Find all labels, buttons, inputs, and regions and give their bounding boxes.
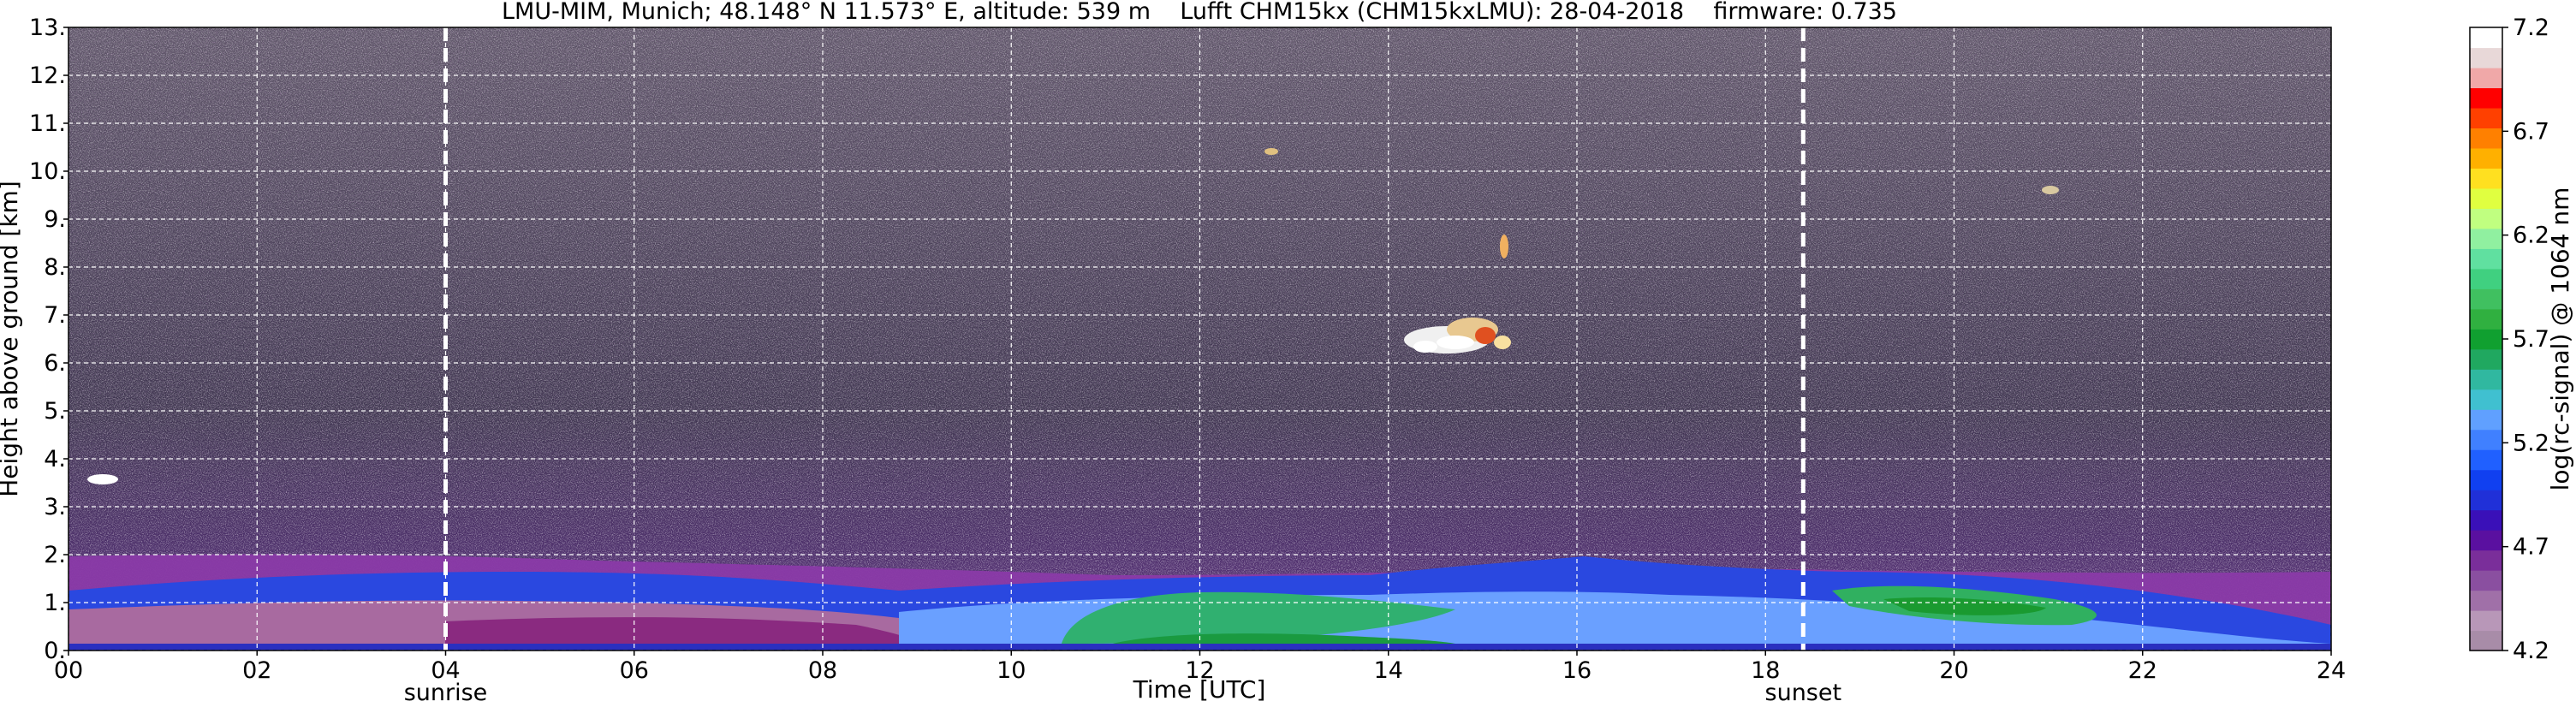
- colorbar-tick-label: 4.2: [2513, 638, 2549, 664]
- x-tick-label: 16: [1562, 657, 1591, 684]
- colorbar-swatch: [2470, 329, 2502, 350]
- y-tick-label: 4.: [44, 446, 66, 472]
- cloud-feature: [1404, 318, 1511, 354]
- colorbar-tick-label: 6.7: [2513, 118, 2549, 145]
- cloud-feature-small: [87, 148, 2059, 484]
- colorbar-swatch: [2470, 107, 2502, 129]
- x-tick-label: 14: [1374, 657, 1403, 684]
- x-tick-label: 06: [620, 657, 649, 684]
- colorbar: 4.2 4.7 5.2 5.7 6.2 6.7 7.2 log(rc-signal) @ 1…: [2469, 15, 2574, 664]
- colorbar-swatch: [2470, 570, 2502, 591]
- x-tick-label: 04: [431, 657, 460, 684]
- colorbar-swatch: [2470, 27, 2502, 49]
- y-tick-label: 6.: [44, 350, 66, 377]
- aerosol-layer-green-day: [1062, 591, 1455, 644]
- colorbar-label: log(rc-signal) @ 1064 nm: [2546, 187, 2574, 491]
- colorbar-swatch: [2470, 147, 2502, 169]
- colorbar-swatch: [2470, 530, 2502, 551]
- colorbar-tick-label: 6.2: [2513, 223, 2549, 249]
- colorbar-swatch: [2470, 369, 2502, 390]
- y-tick-label: 8.: [44, 254, 66, 281]
- chart-title: LMU-MIM, Munich; 48.148° N 11.573° E, al…: [502, 0, 1897, 25]
- colorbar-swatch: [2470, 348, 2502, 370]
- x-tick-label: 08: [808, 657, 837, 684]
- colorbar-swatch: [2470, 268, 2502, 289]
- event-markers: sunrise sunset: [404, 27, 1841, 706]
- y-tick-label: 0.: [44, 638, 66, 664]
- colorbar-swatch: [2470, 228, 2502, 249]
- colorbar-swatch: [2470, 490, 2502, 511]
- x-tick-label: 02: [242, 657, 271, 684]
- colorbar-swatch: [2470, 590, 2502, 611]
- x-axis-ticks: 00 02 04 06 08 10 12 14 16 18 20 22 24: [54, 651, 2346, 684]
- x-tick-label: 12: [1185, 657, 1214, 684]
- y-tick-label: 1.: [44, 590, 66, 616]
- colorbar-swatch: [2470, 308, 2502, 330]
- y-tick-label: 5.: [44, 398, 66, 425]
- y-tick-label: 3.: [44, 494, 66, 520]
- colorbar-swatch: [2470, 389, 2502, 410]
- colorbar-tick-label: 7.2: [2513, 15, 2549, 41]
- colorbar-swatch: [2470, 168, 2502, 189]
- colorbar-swatch: [2470, 47, 2502, 68]
- y-tick-label: 9.: [44, 206, 66, 233]
- colorbar-swatch: [2470, 128, 2502, 149]
- y-tick-label: 10.: [29, 158, 66, 185]
- colorbar-tick-label: 5.2: [2513, 430, 2549, 456]
- colorbar-swatch: [2470, 67, 2502, 89]
- x-tick-label: 20: [1939, 657, 1968, 684]
- x-tick-label: 24: [2317, 657, 2346, 684]
- colorbar-swatch: [2470, 409, 2502, 431]
- colorbar-swatch: [2470, 630, 2502, 651]
- x-tick-label: 00: [54, 657, 83, 684]
- sunrise-marker-label: sunrise: [404, 680, 488, 706]
- y-tick-label: 13.: [29, 15, 66, 41]
- colorbar-swatch: [2470, 288, 2502, 310]
- colorbar-swatch: [2470, 208, 2502, 229]
- aerosol-layer-green-evening-core: [1883, 597, 2046, 615]
- colorbar-swatch: [2470, 449, 2502, 471]
- y-tick-label: 7.: [44, 302, 66, 329]
- colorbar-swatch: [2470, 469, 2502, 490]
- colorbar-tick-label: 5.7: [2513, 326, 2549, 353]
- sunset-marker-label: sunset: [1765, 680, 1842, 706]
- colorbar-tick-label: 4.7: [2513, 534, 2549, 561]
- colorbar-swatch: [2470, 87, 2502, 109]
- x-tick-label: 10: [996, 657, 1026, 684]
- aerosol-layer-green-core: [1113, 633, 1455, 644]
- x-tick-label: 22: [2128, 657, 2157, 684]
- y-tick-label: 2.: [44, 542, 66, 568]
- colorbar-swatch: [2470, 248, 2502, 270]
- colorbar-swatch: [2470, 610, 2502, 632]
- aerosol-layer-magenta: [445, 617, 942, 651]
- colorbar-swatch: [2470, 550, 2502, 571]
- y-tick-label: 11.: [29, 110, 66, 137]
- colorbar-swatch: [2470, 187, 2502, 209]
- colorbar-swatch: [2470, 429, 2502, 450]
- y-tick-label: 12.: [29, 62, 66, 89]
- y-axis-label: Height above ground [km]: [0, 181, 23, 497]
- x-axis-label: Time [UTC]: [1133, 675, 1266, 704]
- y-axis-ticks: 0. 1. 2. 3. 4. 5. 6. 7. 8. 9. 10. 11. 12. 13.: [29, 15, 68, 664]
- colorbar-ticks: 4.2 4.7 5.2 5.7 6.2 6.7 7.2: [2502, 15, 2549, 664]
- colorbar-swatch: [2470, 509, 2502, 531]
- x-tick-label: 18: [1751, 657, 1780, 684]
- colorbar-swatches: [2470, 27, 2502, 651]
